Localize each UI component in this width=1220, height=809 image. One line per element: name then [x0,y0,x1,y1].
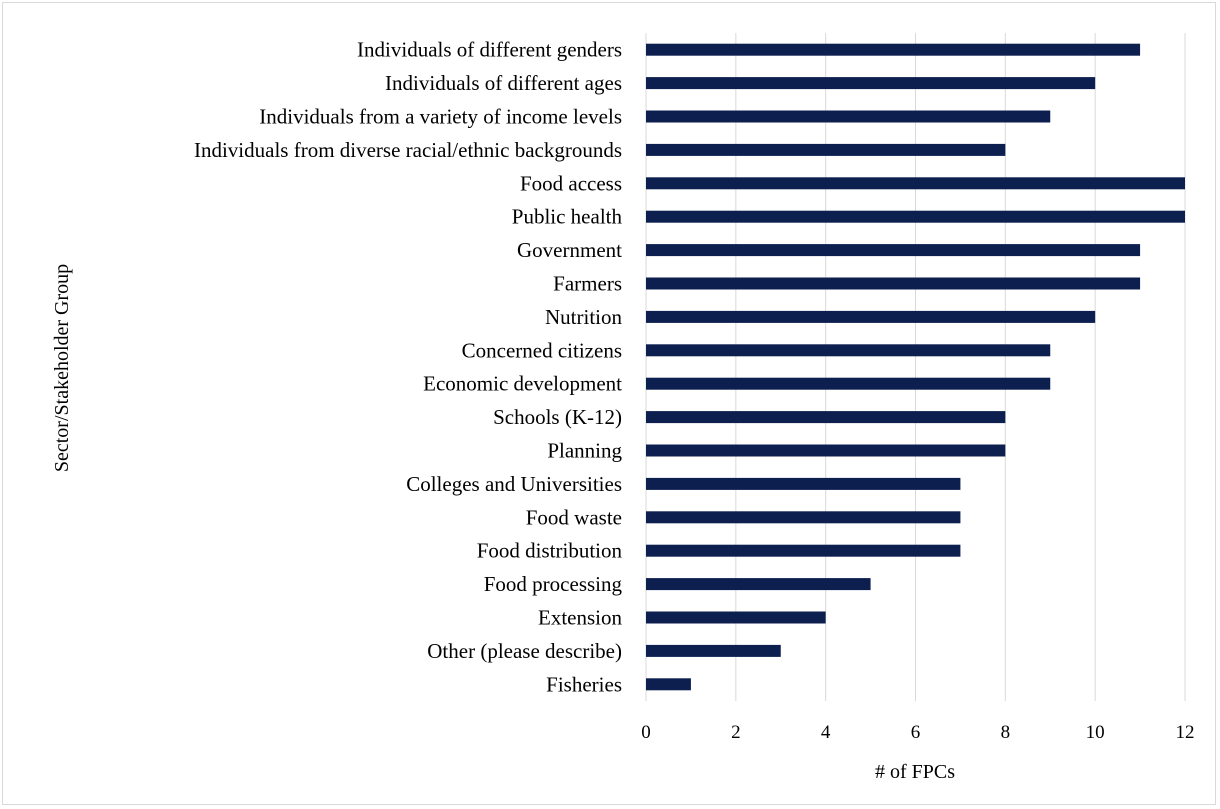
category-label: Economic development [423,372,622,396]
bar [646,377,1051,390]
category-label: Individuals from diverse racial/ethnic b… [194,138,622,162]
bar [646,77,1096,90]
category-label: Farmers [553,272,622,296]
category-label: Schools (K-12) [493,405,622,429]
bar [646,110,1051,123]
category-labels: Individuals of different genders Individu… [194,38,623,697]
category-label: Food waste [526,505,622,529]
category-label: Public health [512,205,623,229]
x-tick-label: 8 [1001,722,1011,743]
bar [646,210,1185,223]
category-label: Extension [538,606,622,630]
category-label: Individuals of different ages [385,71,622,95]
bar [646,477,961,490]
bar [646,678,691,691]
bars [646,43,1185,691]
x-tick-label: 6 [911,722,921,743]
gridlines [645,33,1186,701]
x-tick-labels: 0 2 4 6 8 10 12 [641,722,1194,743]
bar [646,511,961,524]
category-label: Colleges and Universities [406,472,622,496]
bar [646,578,871,591]
bar [646,277,1141,290]
x-tick-label: 4 [821,722,831,743]
bar [646,43,1141,56]
bar [646,143,1006,156]
bar [646,411,1006,424]
bar [646,310,1096,323]
bar [646,344,1051,357]
bar [646,244,1141,257]
bar [646,444,1006,457]
x-axis-title: # of FPCs [875,761,955,783]
y-axis-title: Sector/Stakeholder Group [51,264,73,472]
category-label: Government [517,238,622,262]
category-label: Individuals of different genders [357,38,622,62]
category-label: Nutrition [545,305,622,329]
bar [646,644,781,657]
category-label: Individuals from a variety of income lev… [259,105,622,129]
category-label: Fisheries [546,672,622,696]
category-label: Food distribution [477,539,623,563]
category-label: Other (please describe) [427,639,622,663]
x-tick-label: 2 [731,722,741,743]
x-tick-label: 0 [641,722,651,743]
category-label: Food access [520,171,622,195]
x-tick-label: 10 [1086,722,1105,743]
bar [646,544,961,557]
category-label: Food processing [484,572,623,596]
bar [646,611,826,624]
bar [646,177,1185,190]
category-label: Concerned citizens [462,338,622,362]
category-label: Planning [547,439,622,463]
x-tick-label: 12 [1176,722,1195,743]
